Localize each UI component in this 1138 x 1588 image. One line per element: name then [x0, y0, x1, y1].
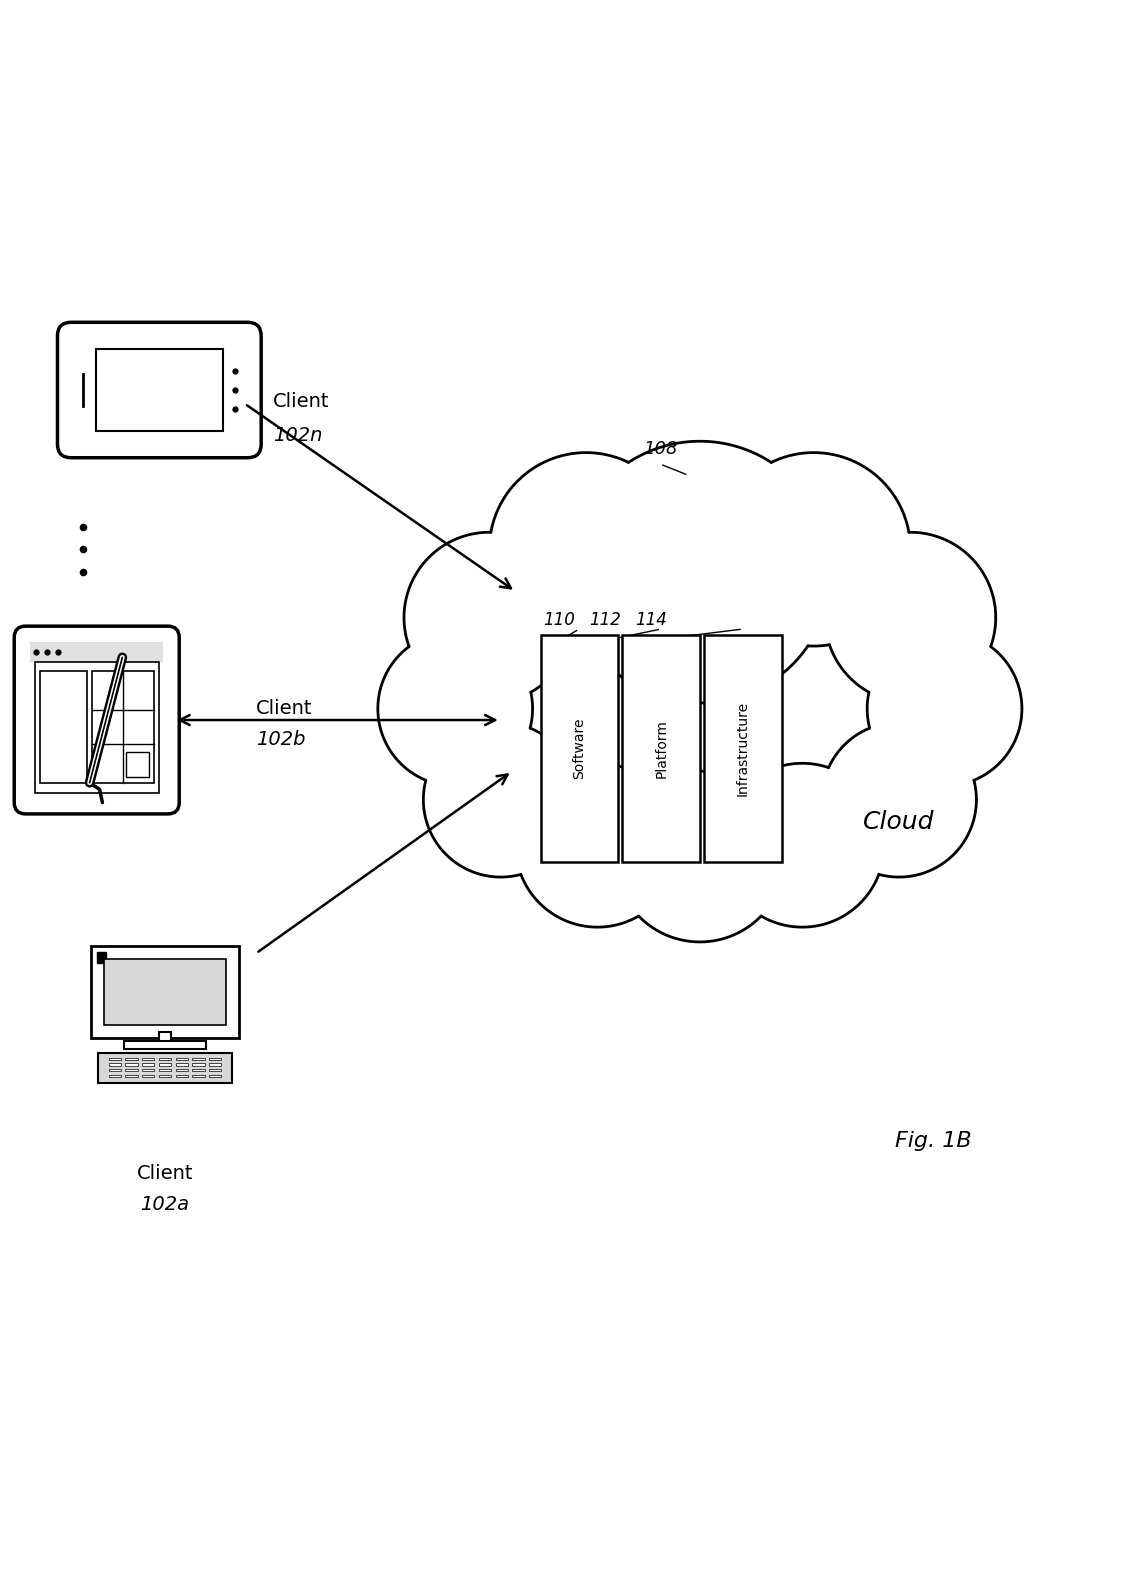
Bar — [192, 1058, 205, 1059]
Text: 102n: 102n — [273, 426, 322, 445]
Text: Software: Software — [572, 718, 586, 780]
Text: 114: 114 — [635, 611, 667, 629]
Bar — [175, 1064, 188, 1066]
Circle shape — [489, 453, 683, 646]
Text: Client: Client — [137, 1164, 193, 1183]
Circle shape — [717, 453, 910, 646]
Bar — [159, 1064, 171, 1066]
Text: 108: 108 — [643, 440, 677, 459]
Bar — [142, 1069, 155, 1072]
Bar — [159, 1032, 171, 1045]
Circle shape — [378, 632, 533, 786]
Bar — [142, 1058, 155, 1059]
Bar — [35, 662, 159, 794]
Text: Cloud: Cloud — [864, 810, 934, 834]
Bar — [125, 1075, 138, 1077]
Text: 110: 110 — [543, 611, 575, 629]
Bar — [40, 672, 86, 783]
Bar — [105, 959, 225, 1026]
Bar — [97, 951, 106, 962]
Bar — [109, 1075, 121, 1077]
Circle shape — [822, 723, 976, 877]
Circle shape — [516, 764, 679, 927]
Bar — [91, 946, 239, 1039]
FancyBboxPatch shape — [15, 626, 180, 815]
Bar — [192, 1069, 205, 1072]
Bar — [159, 1069, 171, 1072]
Bar — [99, 1053, 232, 1083]
Bar — [159, 1058, 171, 1059]
Text: Client: Client — [273, 392, 330, 411]
Bar — [192, 1075, 205, 1077]
Bar — [125, 1058, 138, 1059]
Bar — [209, 1075, 221, 1077]
Bar — [209, 1069, 221, 1072]
Text: 102b: 102b — [256, 730, 305, 750]
Circle shape — [569, 441, 831, 703]
Bar — [92, 672, 154, 783]
Bar — [704, 635, 782, 862]
Bar — [142, 1064, 155, 1066]
Bar — [209, 1058, 221, 1059]
Text: Platform: Platform — [654, 719, 668, 778]
Bar — [142, 1075, 155, 1077]
Circle shape — [720, 764, 884, 927]
Circle shape — [423, 723, 578, 877]
Bar — [192, 1064, 205, 1066]
Text: Fig. 1B: Fig. 1B — [894, 1131, 972, 1151]
Bar — [175, 1058, 188, 1059]
Bar — [109, 1064, 121, 1066]
Bar — [126, 751, 149, 777]
Circle shape — [615, 772, 785, 942]
Bar — [209, 1064, 221, 1066]
Bar — [31, 642, 164, 662]
Circle shape — [867, 632, 1022, 786]
Circle shape — [825, 532, 996, 703]
Bar — [159, 1075, 171, 1077]
Bar — [109, 1069, 121, 1072]
Text: Client: Client — [256, 699, 313, 718]
Bar — [125, 1064, 138, 1066]
Bar — [96, 349, 223, 430]
FancyBboxPatch shape — [58, 322, 261, 457]
Circle shape — [404, 532, 575, 703]
Bar — [109, 1058, 121, 1059]
Bar — [125, 1069, 138, 1072]
Bar — [124, 1042, 206, 1048]
Bar — [175, 1069, 188, 1072]
Text: 102a: 102a — [140, 1194, 190, 1213]
Bar — [541, 635, 618, 862]
Text: 112: 112 — [589, 611, 621, 629]
Bar — [622, 635, 700, 862]
Bar — [175, 1075, 188, 1077]
Text: Infrastructure: Infrastructure — [736, 700, 750, 796]
